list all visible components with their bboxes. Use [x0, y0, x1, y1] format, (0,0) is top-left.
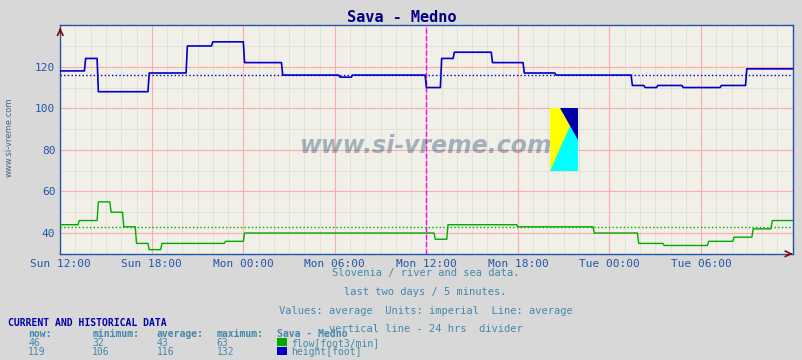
Text: Sava - Medno: Sava - Medno [277, 329, 347, 339]
Text: Sava - Medno: Sava - Medno [346, 10, 456, 25]
Bar [549, 108, 577, 171]
Text: height[foot]: height[foot] [291, 347, 362, 357]
Text: minimum:: minimum: [92, 329, 140, 339]
Text: 43: 43 [156, 338, 168, 348]
Text: 32: 32 [92, 338, 104, 348]
Text: vertical line - 24 hrs  divider: vertical line - 24 hrs divider [328, 324, 522, 334]
Polygon shape [559, 108, 577, 140]
Text: 132: 132 [217, 347, 234, 357]
Text: 116: 116 [156, 347, 174, 357]
Text: 63: 63 [217, 338, 229, 348]
Text: www.si-vreme.com: www.si-vreme.com [300, 134, 552, 158]
Text: 106: 106 [92, 347, 110, 357]
Polygon shape [549, 108, 577, 171]
Text: CURRENT AND HISTORICAL DATA: CURRENT AND HISTORICAL DATA [8, 318, 167, 328]
Text: flow[foot3/min]: flow[foot3/min] [291, 338, 379, 348]
Text: now:: now: [28, 329, 51, 339]
Text: average:: average: [156, 329, 204, 339]
Text: 46: 46 [28, 338, 40, 348]
Text: last two days / 5 minutes.: last two days / 5 minutes. [344, 287, 506, 297]
Text: Slovenia / river and sea data.: Slovenia / river and sea data. [331, 268, 519, 278]
Text: Values: average  Units: imperial  Line: average: Values: average Units: imperial Line: av… [278, 306, 572, 316]
Text: www.si-vreme.com: www.si-vreme.com [5, 97, 14, 176]
Text: maximum:: maximum: [217, 329, 264, 339]
Text: 119: 119 [28, 347, 46, 357]
